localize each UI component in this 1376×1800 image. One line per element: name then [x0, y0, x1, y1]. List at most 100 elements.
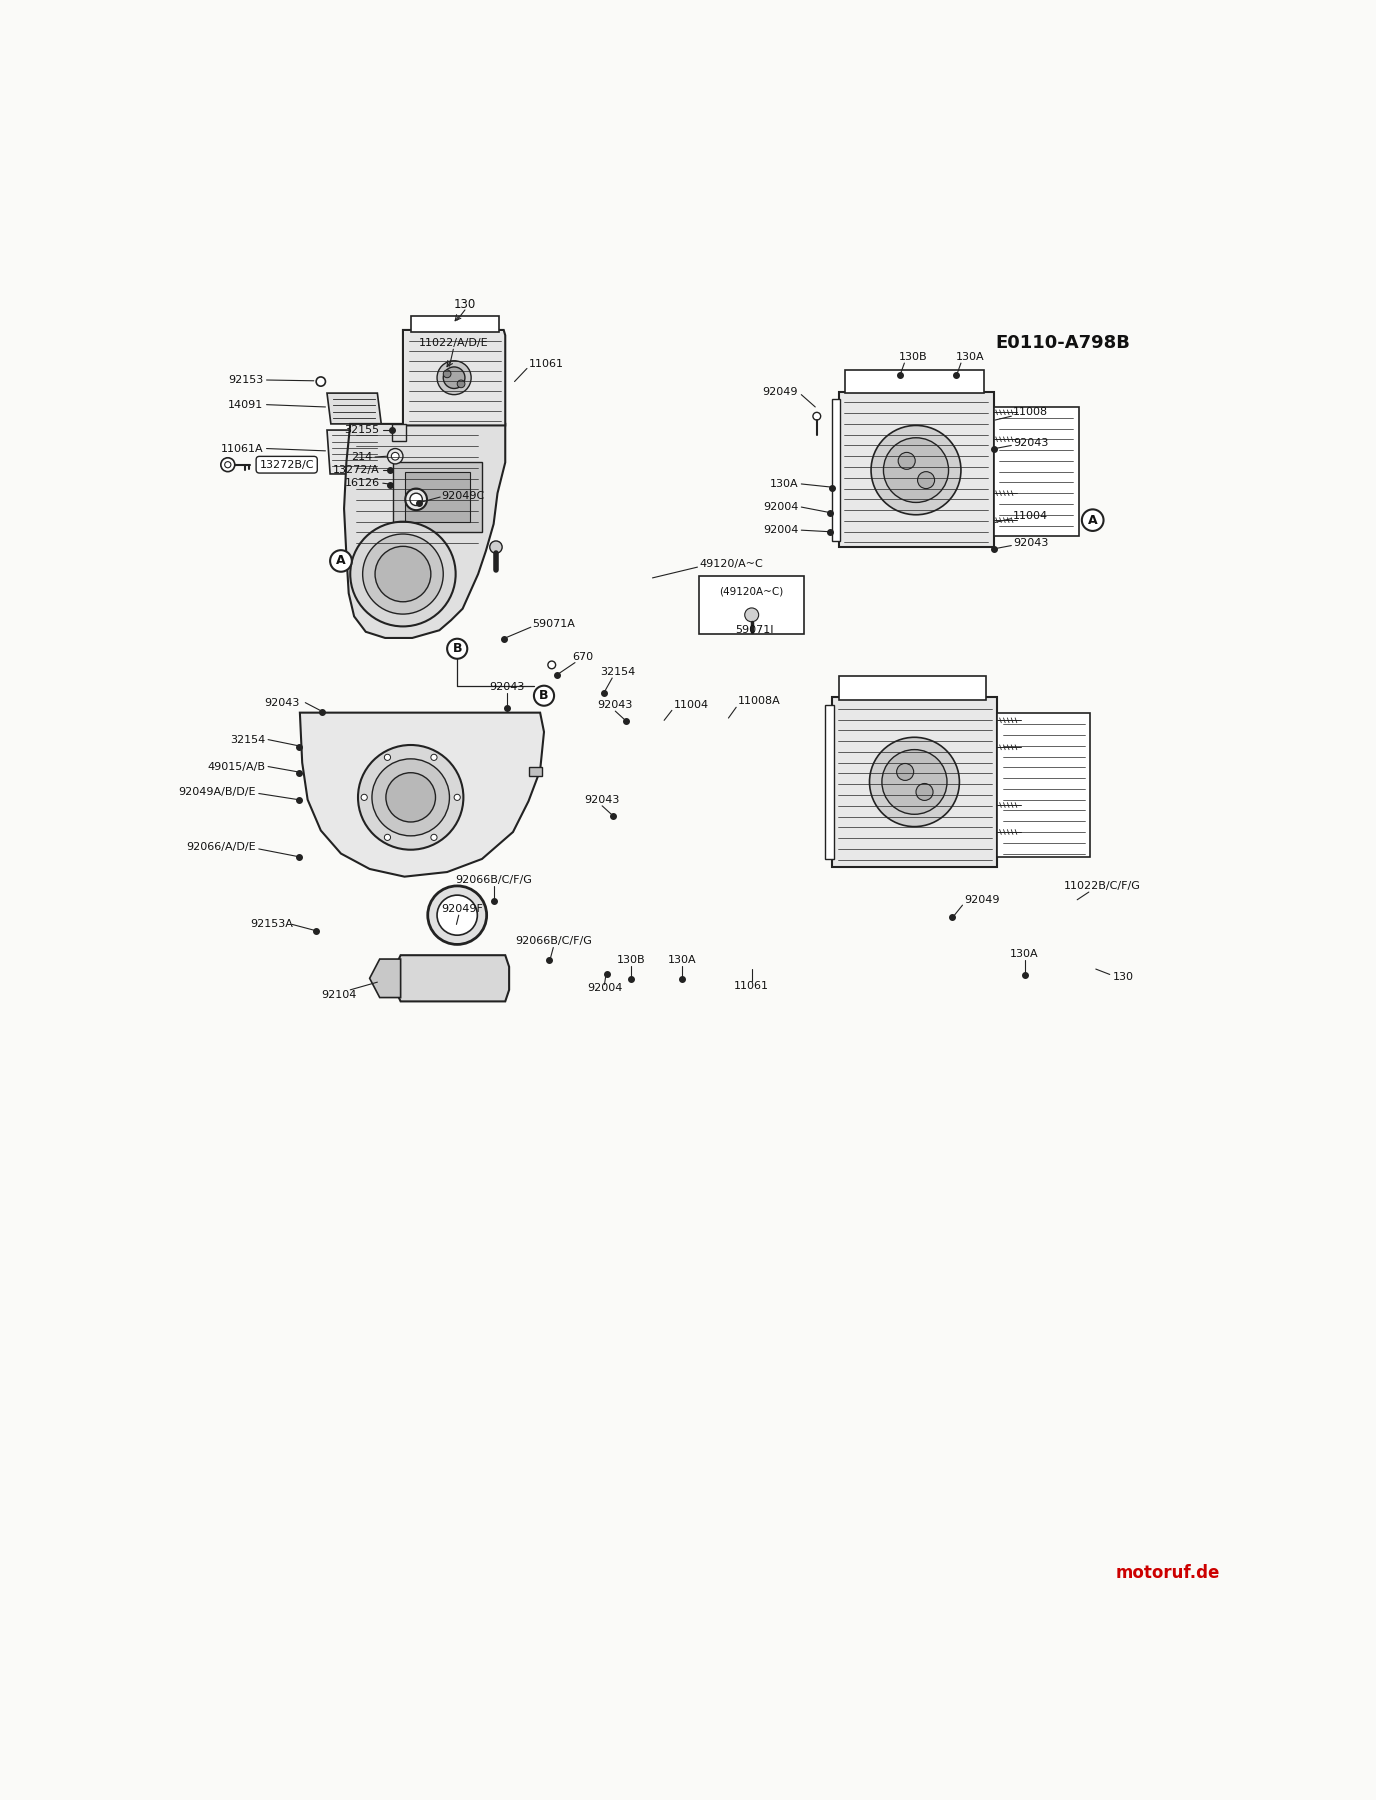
Circle shape	[897, 763, 914, 781]
Circle shape	[534, 686, 555, 706]
Text: B: B	[539, 689, 549, 702]
Text: (49120A~C): (49120A~C)	[720, 587, 784, 598]
Circle shape	[361, 794, 367, 801]
Circle shape	[438, 895, 477, 936]
Polygon shape	[344, 425, 505, 637]
Polygon shape	[845, 371, 984, 392]
Circle shape	[431, 754, 438, 760]
Text: 130A: 130A	[769, 479, 798, 490]
Circle shape	[813, 412, 820, 419]
Text: 13272B/C: 13272B/C	[260, 459, 314, 470]
Circle shape	[363, 535, 443, 614]
Circle shape	[443, 367, 465, 389]
Text: 11061: 11061	[735, 981, 769, 992]
Text: B: B	[453, 643, 462, 655]
Text: 13272/A: 13272/A	[333, 464, 380, 475]
Circle shape	[372, 760, 450, 835]
Polygon shape	[395, 956, 509, 1001]
Text: 92066B/C/F/G: 92066B/C/F/G	[515, 936, 592, 947]
Polygon shape	[300, 713, 544, 877]
Text: 214: 214	[351, 452, 372, 463]
Text: 92004: 92004	[762, 526, 798, 535]
Circle shape	[744, 608, 758, 621]
Circle shape	[870, 738, 959, 826]
Text: 130A: 130A	[1010, 949, 1039, 959]
Polygon shape	[993, 407, 1079, 536]
Circle shape	[454, 794, 461, 801]
Text: 130A: 130A	[667, 954, 696, 965]
Text: 92004: 92004	[586, 983, 622, 994]
Circle shape	[882, 749, 947, 814]
Text: 32154: 32154	[230, 734, 266, 745]
Text: 92066/A/D/E: 92066/A/D/E	[186, 842, 256, 853]
Bar	[405, 472, 471, 522]
Text: 11022/A/D/E: 11022/A/D/E	[418, 338, 488, 347]
Polygon shape	[826, 706, 834, 859]
Text: 92153: 92153	[228, 374, 263, 385]
Text: 11004: 11004	[674, 700, 709, 709]
Circle shape	[490, 542, 502, 553]
Circle shape	[358, 745, 464, 850]
Circle shape	[384, 754, 391, 760]
Text: 92043: 92043	[1013, 538, 1049, 549]
Text: 130B: 130B	[899, 353, 927, 362]
Text: 11061A: 11061A	[220, 443, 263, 454]
Circle shape	[883, 437, 948, 502]
Circle shape	[388, 448, 403, 464]
Circle shape	[443, 371, 451, 378]
Text: 92049: 92049	[762, 387, 798, 396]
Circle shape	[391, 452, 399, 461]
Circle shape	[548, 661, 556, 670]
Circle shape	[384, 833, 391, 841]
Polygon shape	[410, 317, 499, 331]
Text: 92049: 92049	[965, 895, 999, 905]
Text: 130: 130	[454, 299, 476, 311]
Text: 92049F: 92049F	[442, 904, 483, 914]
Circle shape	[918, 472, 934, 488]
Bar	[699, 576, 804, 634]
Polygon shape	[832, 697, 998, 866]
Text: 59071I: 59071I	[736, 625, 775, 635]
Circle shape	[330, 551, 352, 572]
Text: 130B: 130B	[616, 954, 645, 965]
Circle shape	[447, 639, 468, 659]
Polygon shape	[327, 392, 381, 425]
Bar	[528, 767, 542, 776]
Polygon shape	[838, 677, 985, 700]
Circle shape	[1082, 509, 1104, 531]
Text: motoruf.de: motoruf.de	[1116, 1564, 1221, 1582]
Circle shape	[385, 772, 435, 823]
Text: E0110-A798B: E0110-A798B	[996, 335, 1131, 353]
Text: 92049A/B/D/E: 92049A/B/D/E	[179, 787, 256, 797]
Circle shape	[376, 547, 431, 601]
Text: 11008A: 11008A	[738, 697, 780, 706]
Circle shape	[220, 457, 235, 472]
Circle shape	[224, 461, 231, 468]
Text: 92043: 92043	[264, 698, 300, 707]
Text: 92066B/C/F/G: 92066B/C/F/G	[455, 875, 533, 886]
Circle shape	[316, 376, 326, 387]
Circle shape	[899, 452, 915, 470]
Bar	[392, 425, 406, 441]
Text: 32155: 32155	[344, 425, 380, 436]
Text: A: A	[1088, 513, 1098, 527]
Text: 11004: 11004	[1013, 511, 1049, 522]
Text: 11061: 11061	[528, 358, 564, 369]
Circle shape	[351, 522, 455, 626]
Circle shape	[410, 493, 422, 506]
Text: 11022B/C/F/G: 11022B/C/F/G	[1064, 880, 1141, 891]
Text: A: A	[336, 554, 345, 567]
Polygon shape	[327, 430, 383, 473]
Text: 92043: 92043	[1013, 437, 1049, 448]
Text: 16126: 16126	[344, 479, 380, 488]
Circle shape	[431, 833, 438, 841]
Circle shape	[457, 380, 465, 387]
Polygon shape	[403, 329, 505, 425]
Text: 92104: 92104	[321, 990, 356, 1001]
Text: 92043: 92043	[597, 700, 633, 709]
Circle shape	[406, 488, 427, 509]
Circle shape	[871, 425, 960, 515]
Polygon shape	[832, 400, 841, 542]
Text: 92153A: 92153A	[250, 920, 293, 929]
Text: 32154: 32154	[600, 666, 636, 677]
